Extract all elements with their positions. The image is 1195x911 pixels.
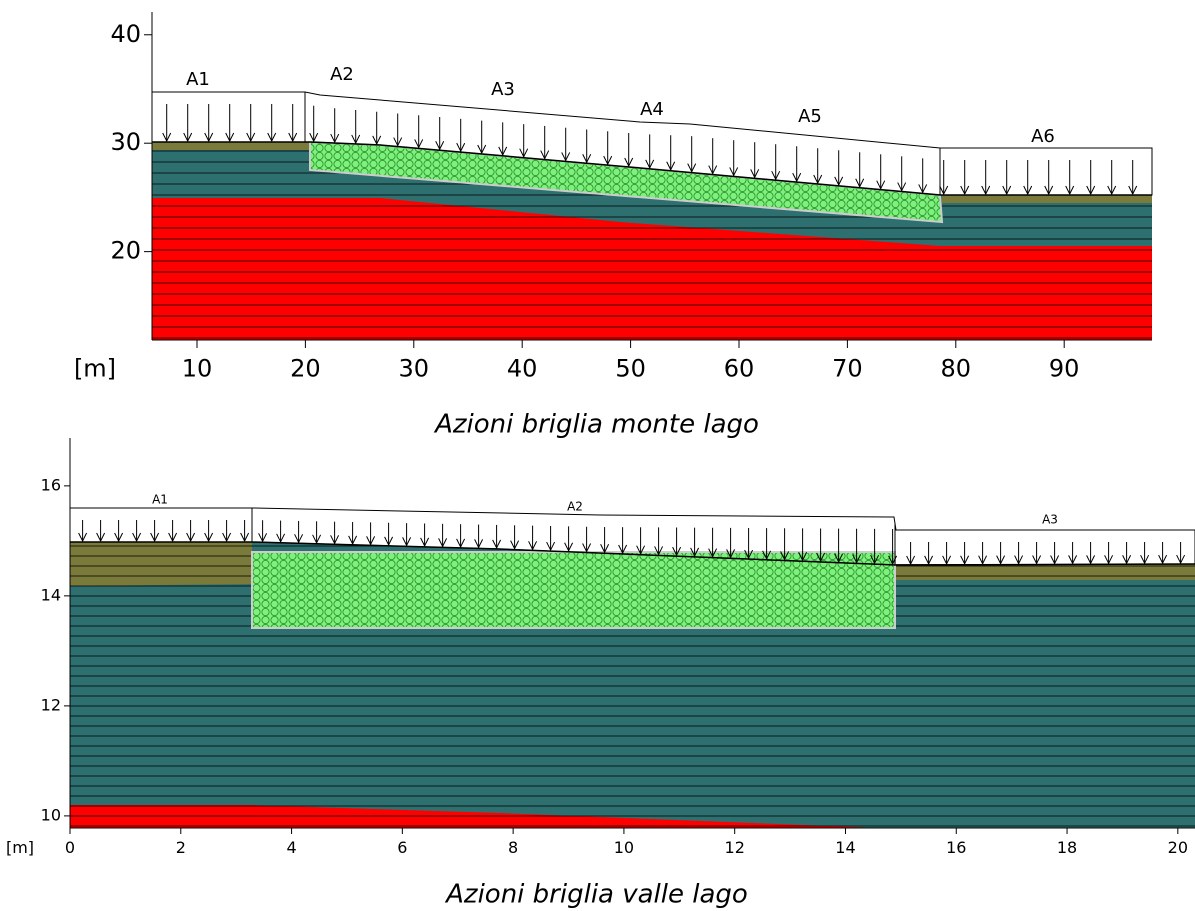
y-tick-label: 16	[41, 475, 61, 494]
x-tick-label: 18	[1057, 838, 1077, 857]
x-tick-label: 12	[725, 838, 745, 857]
y-tick-label: 12	[41, 695, 61, 714]
soil-layer-olive	[895, 564, 1195, 580]
x-tick-label: 10	[182, 355, 213, 383]
x-tick-label: 2	[176, 838, 186, 857]
load-label: A1	[186, 69, 210, 90]
load-label: A4	[640, 99, 664, 120]
y-tick-label: 10	[41, 805, 61, 824]
x-tick-label: 6	[397, 838, 407, 857]
soil-layer-olive	[942, 195, 1152, 203]
gabion	[252, 552, 895, 628]
x-tick-label: 0	[65, 838, 75, 857]
y-tick-label: 14	[41, 585, 61, 604]
load-label: A3	[1042, 513, 1058, 527]
x-tick-label: 10	[614, 838, 634, 857]
x-tick-label: 20	[1168, 838, 1188, 857]
y-tick-label: 40	[110, 20, 141, 48]
x-tick-label: 80	[941, 355, 972, 383]
section-panel: A1 A2 A3 10 12 14 16 0 2 4 6 8 10 12 14 16 18 20 [m] Azioni…	[6, 438, 1195, 910]
caption: Azioni briglia monte lago	[433, 410, 759, 440]
x-tick-label: 70	[832, 355, 863, 383]
x-tick-label: 30	[399, 355, 430, 383]
x-tick-label: 60	[724, 355, 755, 383]
caption: Azioni briglia valle lago	[444, 880, 748, 910]
x-tick-label: 4	[286, 838, 296, 857]
x-tick-label: 50	[615, 355, 646, 383]
x-tick-label: 16	[946, 838, 966, 857]
diagram: A1A2A3A4A5A6203040102030405060708090[m]A…	[0, 0, 1195, 911]
x-tick-label: 90	[1049, 355, 1080, 383]
load-label: A6	[1031, 126, 1055, 147]
section-panel: A1 A2 A3 A4 A5 A6 20 30 40 10 20 30 40 50 60 70 80 90 [m] A…	[74, 12, 1152, 440]
x-tick-label: 14	[835, 838, 855, 857]
load-label: A1	[152, 493, 168, 507]
axis-unit: [m]	[6, 838, 34, 857]
soil-layer-olive	[70, 542, 252, 586]
x-tick-label: 8	[508, 838, 518, 857]
load-label: A2	[567, 500, 583, 514]
load-label: A2	[330, 64, 354, 85]
y-tick-label: 20	[110, 237, 141, 265]
x-tick-label: 20	[290, 355, 321, 383]
load-label: A5	[798, 106, 822, 127]
load-label: A3	[491, 79, 515, 100]
soil-layer-olive	[152, 142, 310, 150]
x-tick-label: 40	[507, 355, 538, 383]
y-tick-label: 30	[110, 128, 141, 156]
page: A1A2A3A4A5A6203040102030405060708090[m]A…	[0, 0, 1195, 911]
axis-unit: [m]	[74, 355, 116, 383]
